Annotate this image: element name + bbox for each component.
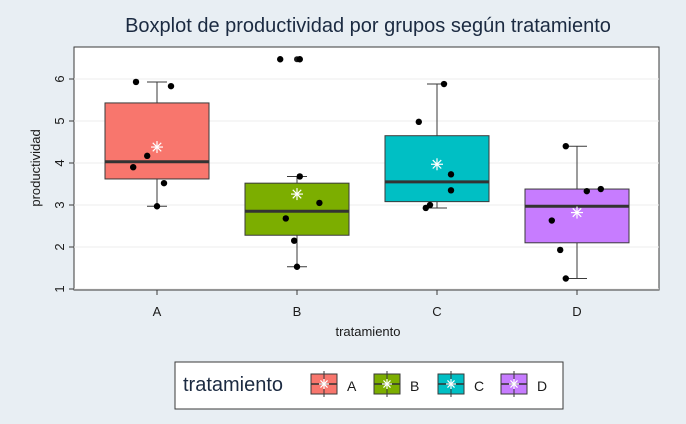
mean-marker bbox=[431, 158, 443, 171]
data-point bbox=[597, 185, 604, 193]
mean-marker bbox=[151, 141, 163, 154]
x-tick-label: A bbox=[153, 304, 162, 319]
legend-label: A bbox=[347, 378, 357, 394]
box-body bbox=[104, 102, 210, 180]
mean-marker bbox=[291, 188, 303, 201]
y-tick-label: 5 bbox=[52, 117, 67, 124]
data-point bbox=[132, 78, 140, 86]
legend-entry-B: B bbox=[373, 371, 419, 397]
box-B bbox=[244, 56, 350, 268]
data-point bbox=[144, 152, 151, 160]
mean-marker-stroke bbox=[572, 207, 582, 218]
mean-marker-stroke bbox=[432, 159, 442, 169]
y-tick-label: 2 bbox=[52, 243, 67, 250]
legend-mean-marker-stroke bbox=[447, 380, 455, 388]
data-point bbox=[316, 199, 323, 207]
y-axis-label: productividad bbox=[28, 129, 43, 206]
data-point bbox=[583, 187, 590, 195]
data-point bbox=[130, 164, 137, 171]
y-tick-label: 6 bbox=[52, 75, 67, 82]
legend-label: D bbox=[537, 378, 547, 394]
data-point bbox=[296, 173, 303, 180]
data-point bbox=[291, 237, 298, 244]
legend-mean-marker-stroke bbox=[383, 380, 391, 388]
y-tick-label: 1 bbox=[52, 285, 67, 292]
data-point bbox=[447, 187, 455, 194]
legend-mean-marker-stroke bbox=[510, 380, 518, 388]
data-point bbox=[562, 143, 569, 150]
data-point bbox=[282, 215, 289, 222]
data-point bbox=[293, 263, 301, 270]
y-tick-label: 4 bbox=[52, 159, 67, 166]
mean-marker-stroke bbox=[292, 189, 302, 199]
points-layer bbox=[130, 56, 604, 282]
data-point bbox=[422, 204, 429, 212]
box-A bbox=[104, 81, 210, 207]
data-point bbox=[557, 246, 564, 254]
data-point bbox=[562, 275, 569, 282]
legend-label: B bbox=[410, 378, 419, 394]
data-point bbox=[440, 80, 448, 88]
legend-mean-marker bbox=[446, 379, 456, 389]
x-axis-label: tratamiento bbox=[335, 324, 400, 339]
legend-mean-marker bbox=[509, 379, 519, 389]
y-tick-label: 3 bbox=[52, 201, 67, 208]
data-point bbox=[160, 179, 168, 187]
legend-entries: A B C D bbox=[310, 371, 547, 397]
legend-mean-marker-stroke bbox=[320, 380, 328, 388]
legend-mean-marker bbox=[382, 379, 392, 389]
x-tick-label: D bbox=[572, 304, 581, 319]
x-tick-label: B bbox=[293, 304, 302, 319]
chart-title: Boxplot de productividad por grupos segú… bbox=[125, 15, 611, 37]
legend-entry-D: D bbox=[500, 371, 547, 397]
legend-label: C bbox=[474, 378, 484, 394]
data-point bbox=[153, 203, 161, 210]
data-point bbox=[447, 171, 455, 178]
data-point bbox=[296, 56, 303, 63]
y-axis-ticks: 1 2 3 4 5 6 bbox=[52, 75, 74, 293]
data-point bbox=[167, 82, 175, 90]
legend-title: tratamiento bbox=[183, 374, 283, 396]
x-tick-label: C bbox=[432, 304, 441, 319]
x-axis-ticks: A B C D bbox=[153, 290, 582, 319]
data-point bbox=[415, 118, 422, 126]
legend-entry-A: A bbox=[310, 371, 357, 397]
mean-marker-stroke bbox=[152, 142, 162, 152]
mean-marker bbox=[571, 206, 583, 219]
boxes-layer bbox=[104, 56, 630, 279]
data-point bbox=[548, 217, 555, 224]
legend-entry-C: C bbox=[437, 371, 484, 397]
legend-mean-marker bbox=[319, 379, 329, 389]
box-D bbox=[524, 145, 630, 279]
data-point bbox=[277, 56, 284, 63]
legend-box bbox=[174, 361, 564, 410]
box-C bbox=[384, 83, 490, 209]
